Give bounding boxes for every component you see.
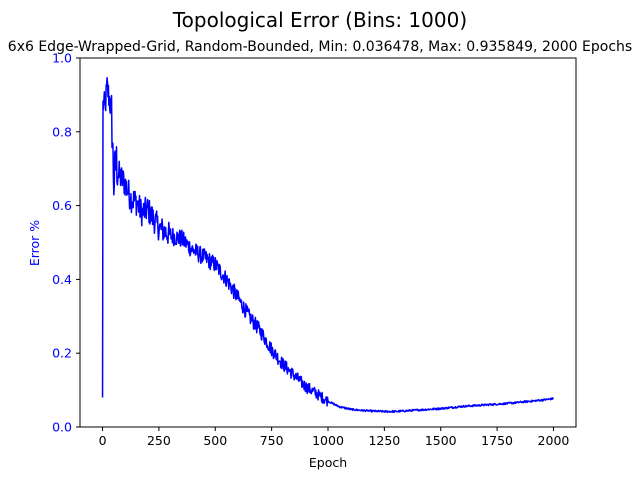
x-tick-label: 500 [203,433,227,448]
chart-title: Topological Error (Bins: 1000) [172,8,467,32]
series-line-error [101,76,555,414]
y-tick-label: 0.8 [52,124,72,139]
x-tick-label: 1250 [368,433,400,448]
x-tick-label: 2000 [538,433,570,448]
x-tick-label: 1750 [481,433,513,448]
x-tick-label: 1000 [312,433,344,448]
x-tick-label: 250 [147,433,171,448]
y-tick-label: 1.0 [52,51,72,66]
y-tick-label: 0.0 [52,420,72,435]
x-tick-label: 0 [99,433,107,448]
x-tick-label: 1500 [425,433,457,448]
x-axis-label: Epoch [309,455,347,470]
x-axis: 0 250 500 750 1000 1250 1500 1750 2000 [99,427,570,448]
y-tick-label: 0.2 [52,346,72,361]
y-tick-label: 0.6 [52,198,72,213]
plot-area [101,76,555,414]
chart-subtitle: 6x6 Edge-Wrapped-Grid, Random-Bounded, M… [8,39,632,55]
y-axis-label: Error % [27,220,42,266]
x-tick-label: 750 [260,433,284,448]
y-tick-label: 0.4 [52,272,72,287]
y-axis: 0.0 0.2 0.4 0.6 0.8 1.0 [52,51,80,435]
